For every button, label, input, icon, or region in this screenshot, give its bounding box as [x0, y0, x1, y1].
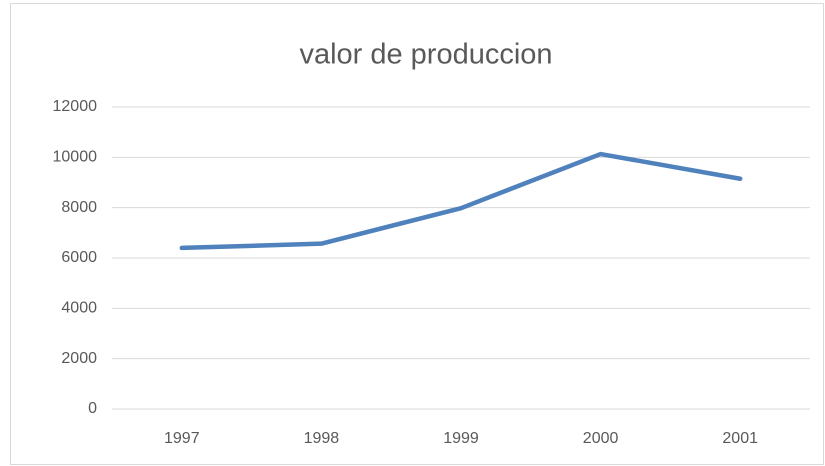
y-tick-label: 10000: [53, 149, 98, 166]
y-tick-label: 4000: [61, 300, 97, 317]
y-tick-label: 12000: [53, 98, 98, 115]
y-tick-label: 0: [88, 400, 97, 417]
y-tick-label: 6000: [61, 249, 97, 266]
x-tick-label: 1998: [304, 430, 340, 447]
y-tick-label: 8000: [61, 199, 97, 216]
x-tick-label: 2000: [583, 430, 619, 447]
chart-title: valor de produccion: [299, 39, 552, 71]
x-tick-label: 2001: [722, 430, 758, 447]
x-tick-label: 1997: [164, 430, 200, 447]
chart-frame: [10, 3, 824, 465]
x-tick-label: 1999: [443, 430, 479, 447]
y-tick-label: 2000: [61, 350, 97, 367]
data-line: [179, 151, 743, 251]
